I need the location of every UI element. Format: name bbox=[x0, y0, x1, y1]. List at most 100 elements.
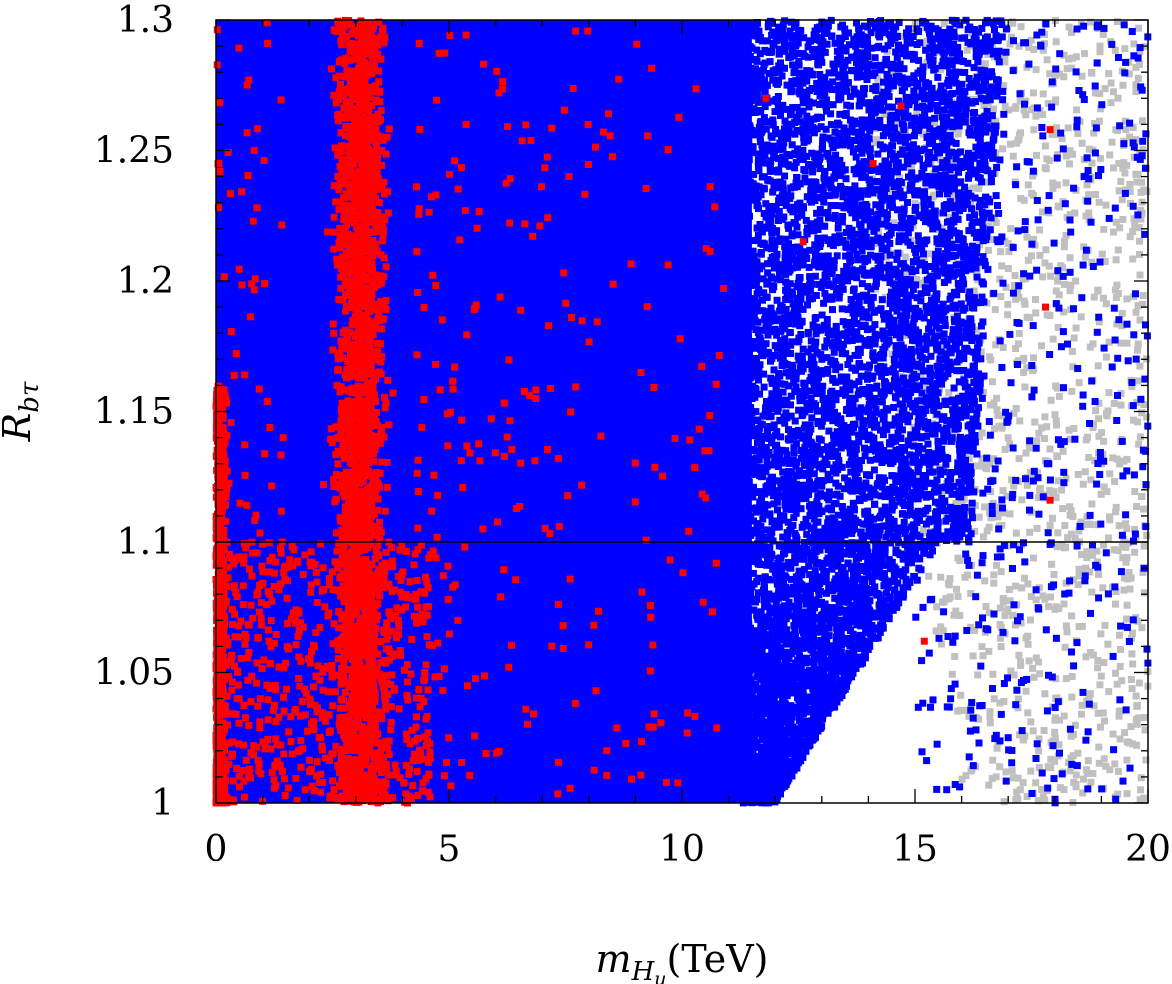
scatter-point-gray bbox=[1095, 117, 1103, 125]
scatter-point-gray bbox=[1123, 790, 1131, 798]
scatter-point-gray bbox=[1102, 201, 1110, 209]
scatter-point-gray bbox=[1054, 272, 1062, 280]
scatter-point-blue bbox=[768, 328, 776, 336]
scatter-point-gray bbox=[926, 250, 934, 258]
scatter-point-gray bbox=[1136, 271, 1144, 279]
scatter-point-gray bbox=[1130, 40, 1138, 48]
scatter-point-blue bbox=[867, 29, 875, 37]
scatter-point-gray bbox=[1006, 440, 1014, 448]
scatter-point-blue bbox=[792, 375, 800, 383]
scatter-point-gray bbox=[1068, 612, 1076, 620]
scatter-point-blue bbox=[953, 244, 961, 251]
scatter-point-gray bbox=[945, 581, 953, 589]
scatter-point-blue bbox=[824, 546, 832, 554]
scatter-point-gray bbox=[1012, 345, 1020, 352]
scatter-point-gray bbox=[1131, 548, 1139, 556]
scatter-point-blue bbox=[864, 560, 872, 567]
scatter-point-blue bbox=[861, 99, 869, 107]
scatter-point-gray bbox=[1135, 224, 1143, 232]
scatter-point-blue bbox=[975, 203, 983, 211]
scatter-point-blue bbox=[912, 267, 920, 275]
scatter-point-gray bbox=[1137, 215, 1145, 223]
scatter-point-blue bbox=[785, 496, 793, 504]
scatter-point-blue bbox=[880, 88, 888, 96]
scatter-point-blue bbox=[825, 488, 833, 496]
scatter-point-blue bbox=[976, 196, 984, 204]
scatter-point-blue bbox=[773, 296, 781, 304]
scatter-point-blue bbox=[767, 273, 775, 281]
scatter-point-blue bbox=[893, 256, 901, 263]
scatter-point-gray bbox=[1094, 362, 1102, 370]
scatter-point-blue bbox=[964, 149, 972, 157]
scatter-point-gray bbox=[1055, 741, 1063, 749]
scatter-point-blue bbox=[891, 415, 899, 423]
scatter-point-gray bbox=[1099, 30, 1107, 38]
scatter-point-blue bbox=[977, 322, 985, 330]
scatter-point-blue bbox=[799, 79, 807, 87]
scatter-point-gray bbox=[981, 60, 989, 68]
scatter-point-blue bbox=[821, 289, 829, 297]
scatter-point-gray bbox=[967, 623, 975, 631]
scatter-point-blue bbox=[744, 652, 752, 660]
scatter-point-gray bbox=[989, 756, 997, 764]
scatter-point-blue bbox=[876, 628, 884, 636]
scatter-point-gray bbox=[1099, 294, 1107, 302]
scatter-point-blue bbox=[894, 183, 902, 191]
scatter-point-gray bbox=[1068, 29, 1075, 37]
scatter-point-blue bbox=[824, 470, 832, 478]
scatter-point-gray bbox=[1050, 571, 1058, 578]
scatter-point-gray bbox=[1062, 179, 1070, 187]
scatter-point-blue bbox=[811, 485, 819, 493]
scatter-point-gray bbox=[1132, 88, 1140, 96]
scatter-point-blue bbox=[759, 146, 767, 154]
scatter-point-gray bbox=[1029, 727, 1037, 735]
scatter-point-blue bbox=[852, 310, 860, 317]
scatter-point-gray bbox=[938, 224, 946, 232]
scatter-point-gray bbox=[1111, 760, 1119, 768]
scatter-point-blue bbox=[760, 114, 768, 122]
scatter-point-gray bbox=[1133, 178, 1141, 186]
scatter-point-blue bbox=[740, 530, 748, 538]
scatter-point-blue bbox=[744, 181, 752, 189]
scatter-point-blue bbox=[896, 283, 904, 291]
scatter-point-gray bbox=[1036, 486, 1044, 494]
scatter-point-gray bbox=[1053, 181, 1061, 189]
scatter-point-blue bbox=[739, 771, 747, 779]
scatter-point-gray bbox=[1120, 535, 1128, 543]
scatter-point-gray bbox=[1043, 423, 1051, 431]
scatter-point-gray bbox=[1079, 480, 1087, 488]
scatter-point-blue bbox=[932, 533, 940, 541]
scatter-point-gray bbox=[1053, 543, 1061, 551]
scatter-point-blue bbox=[843, 540, 851, 547]
scatter-point-gray bbox=[1119, 216, 1127, 223]
scatter-point-blue bbox=[993, 37, 1001, 45]
scatter-point-blue bbox=[816, 627, 824, 635]
scatter-point-blue bbox=[956, 512, 963, 520]
scatter-point-blue bbox=[971, 438, 979, 446]
scatter-point-gray bbox=[1107, 79, 1115, 87]
scatter-point-blue bbox=[824, 252, 832, 260]
scatter-point-blue bbox=[812, 560, 820, 568]
scatter-point-blue bbox=[756, 663, 764, 671]
scatter-point-blue bbox=[855, 299, 863, 307]
scatter-point-gray bbox=[997, 634, 1004, 642]
scatter-point-blue bbox=[883, 55, 890, 63]
scatter-point-blue bbox=[787, 603, 795, 611]
scatter-point-blue bbox=[960, 366, 968, 374]
scatter-point-gray bbox=[970, 287, 978, 295]
scatter-point-blue bbox=[857, 323, 865, 330]
scatter-point-blue bbox=[940, 209, 948, 217]
scatter-point-blue bbox=[820, 174, 828, 182]
scatter-point-blue bbox=[862, 592, 870, 600]
scatter-point-gray bbox=[993, 561, 1000, 569]
scatter-point-blue bbox=[943, 157, 951, 164]
scatter-point-blue bbox=[848, 54, 856, 62]
scatter-point-gray bbox=[1110, 400, 1118, 407]
scatter-point-gray bbox=[1022, 687, 1030, 695]
scatter-point-gray bbox=[1063, 628, 1071, 636]
scatter-point-gray bbox=[908, 163, 915, 171]
scatter-point-gray bbox=[1112, 503, 1120, 511]
scatter-point-gray bbox=[993, 503, 1001, 511]
scatter-point-blue bbox=[922, 345, 930, 353]
scatter-point-blue bbox=[858, 247, 866, 255]
